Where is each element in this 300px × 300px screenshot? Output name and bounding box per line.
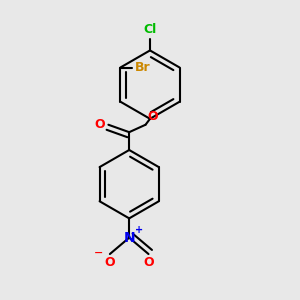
Text: O: O: [143, 256, 154, 268]
Text: −: −: [94, 248, 103, 257]
Text: O: O: [105, 256, 115, 268]
Text: O: O: [95, 118, 105, 131]
Text: Cl: Cl: [143, 23, 157, 36]
Text: N: N: [123, 231, 135, 245]
Text: O: O: [147, 110, 158, 123]
Text: +: +: [134, 225, 143, 235]
Text: Br: Br: [135, 61, 150, 74]
